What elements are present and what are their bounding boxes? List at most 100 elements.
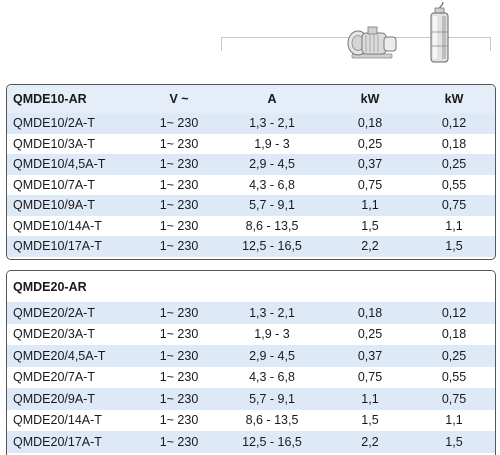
model-cell: QMDE10/7A-T	[7, 174, 141, 195]
power-cell: 0,37	[327, 154, 413, 175]
model-cell: QMDE20/7A-T	[7, 366, 141, 388]
voltage-cell: 1~ 230	[141, 174, 217, 195]
power-cell-2: 0,55	[413, 174, 495, 195]
voltage-cell: 1~ 230	[141, 154, 217, 175]
table-row: QMDE10/9A-T 1~ 230 5,7 - 9,1 1,1 0,75	[7, 195, 495, 216]
voltage-cell: 1~ 230	[141, 236, 217, 257]
table-row: QMDE10/17A-T 1~ 230 12,5 - 16,5 2,2 1,5	[7, 236, 495, 257]
power-cell: 0,25	[327, 133, 413, 154]
table-row: QMDE20/4,5A-T 1~ 230 2,9 - 4,5 0,37 0,25	[7, 345, 495, 367]
power-cell-2: 0,12	[413, 302, 495, 324]
model-cell: QMDE10/9A-T	[7, 195, 141, 216]
table-row: QMDE20/2A-T 1~ 230 1,3 - 2,1 0,18 0,12	[7, 302, 495, 324]
power-kw-header	[327, 271, 413, 302]
model-cell: QMDE10/14A-T	[7, 215, 141, 236]
voltage-cell: 1~ 230	[141, 195, 217, 216]
table-row: QMDE20/3A-T 1~ 230 1,9 - 3 0,25 0,18	[7, 323, 495, 345]
voltage-header: V ~	[141, 85, 217, 113]
current-cell: 1,3 - 2,1	[217, 113, 327, 134]
model-header: QMDE10-AR	[7, 85, 141, 113]
current-cell: 8,6 - 13,5	[217, 215, 327, 236]
model-cell: QMDE10/4,5A-T	[7, 154, 141, 175]
current-cell: 5,7 - 9,1	[217, 195, 327, 216]
table-row: QMDE20/9A-T 1~ 230 5,7 - 9,1 1,1 0,75	[7, 388, 495, 410]
power-cell-2: 0,75	[413, 388, 495, 410]
voltage-cell: 1~ 230	[141, 323, 217, 345]
power-cell: 1,1	[327, 195, 413, 216]
voltage-header	[141, 271, 217, 302]
current-cell: 12,5 - 16,5	[217, 236, 327, 257]
table-row: QMDE20/7A-T 1~ 230 4,3 - 6,8 0,75 0,55	[7, 366, 495, 388]
submersible-pump-icon	[430, 2, 449, 63]
current-cell: 1,9 - 3	[217, 323, 327, 345]
model-cell: QMDE20/3A-T	[7, 323, 141, 345]
voltage-cell: 1~ 230	[141, 366, 217, 388]
power-cell: 0,18	[327, 113, 413, 134]
power-cell-2: 0,12	[413, 113, 495, 134]
power-cell-2: 0,55	[413, 366, 495, 388]
model-cell: QMDE20/2A-T	[7, 302, 141, 324]
table-row: QMDE10/2A-T 1~ 230 1,3 - 2,1 0,18 0,12	[7, 113, 495, 134]
power-cell-2: 1,5	[413, 431, 495, 453]
current-cell: 12,5 - 16,5	[217, 431, 327, 453]
power-kw-header-2	[413, 271, 495, 302]
model-cell: QMDE10/2A-T	[7, 113, 141, 134]
model-cell: QMDE10/3A-T	[7, 133, 141, 154]
table-qmde20: QMDE20-AR QMDE20/2A-T 1~ 230 1,3 - 2,1 0…	[6, 270, 496, 455]
power-cell: 0,75	[327, 366, 413, 388]
model-cell: QMDE20/4,5A-T	[7, 345, 141, 367]
spec-table-1: QMDE10-AR V ~ A kW kW QMDE10/2A-T 1~ 230…	[7, 85, 495, 257]
power-cell-2: 1,1	[413, 215, 495, 236]
voltage-cell: 1~ 230	[141, 431, 217, 453]
table-row: QMDE20/14A-T 1~ 230 8,6 - 13,5 1,5 1,1	[7, 409, 495, 431]
power-cell: 0,37	[327, 345, 413, 367]
table-row: QMDE20/17A-T 1~ 230 12,5 - 16,5 2,2 1,5	[7, 431, 495, 453]
power-kw-header: kW	[327, 85, 413, 113]
model-cell: QMDE20/14A-T	[7, 409, 141, 431]
power-kw-header-2: kW	[413, 85, 495, 113]
current-cell: 8,6 - 13,5	[217, 409, 327, 431]
model-cell: QMDE10/17A-T	[7, 236, 141, 257]
current-cell: 2,9 - 4,5	[217, 154, 327, 175]
power-cell: 0,25	[327, 323, 413, 345]
current-header	[217, 271, 327, 302]
table-row: QMDE10/14A-T 1~ 230 8,6 - 13,5 1,5 1,1	[7, 215, 495, 236]
table-header-row: QMDE10-AR V ~ A kW kW	[7, 85, 495, 113]
voltage-cell: 1~ 230	[141, 113, 217, 134]
model-header: QMDE20-AR	[7, 271, 141, 302]
power-cell-2: 1,5	[413, 236, 495, 257]
voltage-cell: 1~ 230	[141, 133, 217, 154]
current-header: A	[217, 85, 327, 113]
power-cell-2: 1,1	[413, 409, 495, 431]
power-cell: 2,2	[327, 236, 413, 257]
current-cell: 5,7 - 9,1	[217, 388, 327, 410]
table-header-row: QMDE20-AR	[7, 271, 495, 302]
surface-pump-icon	[347, 26, 397, 59]
model-cell: QMDE20/9A-T	[7, 388, 141, 410]
power-cell: 0,18	[327, 302, 413, 324]
power-cell: 1,5	[327, 409, 413, 431]
power-cell: 0,75	[327, 174, 413, 195]
voltage-cell: 1~ 230	[141, 388, 217, 410]
current-cell: 1,3 - 2,1	[217, 302, 327, 324]
power-cell: 1,5	[327, 215, 413, 236]
table-qmde10: QMDE10-AR V ~ A kW kW QMDE10/2A-T 1~ 230…	[6, 84, 496, 260]
table-row: QMDE10/7A-T 1~ 230 4,3 - 6,8 0,75 0,55	[7, 174, 495, 195]
spec-table-2: QMDE20-AR QMDE20/2A-T 1~ 230 1,3 - 2,1 0…	[7, 271, 495, 453]
current-cell: 4,3 - 6,8	[217, 366, 327, 388]
voltage-cell: 1~ 230	[141, 345, 217, 367]
model-cell: QMDE20/17A-T	[7, 431, 141, 453]
current-cell: 4,3 - 6,8	[217, 174, 327, 195]
power-cell-2: 0,18	[413, 323, 495, 345]
power-cell-2: 0,25	[413, 154, 495, 175]
current-cell: 1,9 - 3	[217, 133, 327, 154]
power-cell: 2,2	[327, 431, 413, 453]
power-cell: 1,1	[327, 388, 413, 410]
voltage-cell: 1~ 230	[141, 215, 217, 236]
power-cell-2: 0,75	[413, 195, 495, 216]
power-cell-2: 0,25	[413, 345, 495, 367]
voltage-cell: 1~ 230	[141, 302, 217, 324]
voltage-cell: 1~ 230	[141, 409, 217, 431]
current-cell: 2,9 - 4,5	[217, 345, 327, 367]
table-row: QMDE10/3A-T 1~ 230 1,9 - 3 0,25 0,18	[7, 133, 495, 154]
